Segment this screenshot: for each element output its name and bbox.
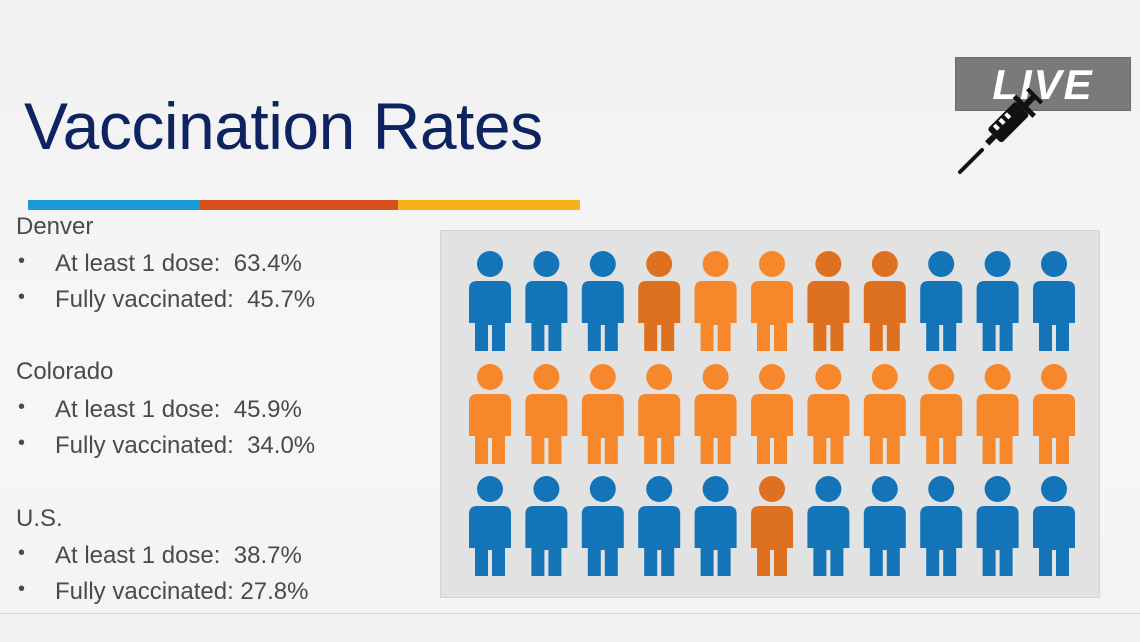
title-rule-blue [28, 200, 200, 210]
person-icon [751, 476, 793, 576]
bullet-text: At least 1 dose: 38.7% [55, 542, 302, 569]
bullet-dot: • [18, 578, 26, 600]
bullet-dot: • [18, 432, 26, 454]
title-rule-yellow [398, 200, 580, 210]
person-icon [638, 251, 681, 351]
people-infographic [440, 230, 1100, 598]
bullet-text: Fully vaccinated: 34.0% [55, 432, 316, 459]
person-icon [863, 476, 906, 576]
person-icon [694, 251, 737, 351]
person-icon [694, 476, 737, 576]
people-grid [469, 251, 1075, 576]
person-icon [525, 251, 568, 351]
person-icon [525, 476, 568, 576]
person-icon [581, 476, 624, 576]
bullet-dot: • [18, 396, 26, 418]
person-icon [751, 251, 793, 351]
person-icon [469, 476, 511, 576]
region-name-us: U.S. [16, 505, 63, 532]
person-icon [638, 476, 681, 576]
person-icon [694, 364, 737, 464]
person-icon [581, 364, 624, 464]
bullet-dot: • [18, 542, 26, 564]
slide-title: Vaccination Rates [24, 89, 543, 163]
person-icon [863, 251, 906, 351]
bullet-text: At least 1 dose: 63.4% [55, 250, 302, 277]
footer-strip [0, 613, 1140, 642]
person-icon [807, 251, 850, 351]
title-rule-red [200, 200, 398, 210]
person-icon [469, 364, 511, 464]
person-icon [469, 251, 511, 351]
bullet-dot: • [18, 286, 26, 308]
bullet-dot: • [18, 250, 26, 272]
person-icon [976, 364, 1019, 464]
person-icon [751, 364, 793, 464]
syringe-icon [958, 87, 1044, 174]
person-icon [807, 476, 850, 576]
person-icon [920, 364, 963, 464]
person-icon [1033, 364, 1075, 464]
live-badge-label: LIVE [992, 61, 1094, 108]
person-icon [863, 364, 906, 464]
region-name-denver: Denver [16, 213, 94, 240]
person-icon [581, 251, 624, 351]
region-name-colorado: Colorado [16, 358, 114, 385]
live-badge: LIVE [955, 57, 1131, 111]
person-icon [1033, 476, 1075, 576]
person-icon [976, 476, 1019, 576]
person-icon [976, 251, 1019, 351]
person-icon [807, 364, 850, 464]
person-icon [1033, 251, 1075, 351]
person-icon [525, 364, 568, 464]
bullet-text: Fully vaccinated: 45.7% [55, 286, 316, 313]
person-icon [920, 251, 963, 351]
bullet-text: Fully vaccinated: 27.8% [55, 578, 309, 605]
person-icon [920, 476, 963, 576]
bullet-text: At least 1 dose: 45.9% [55, 396, 302, 423]
person-icon [638, 364, 681, 464]
